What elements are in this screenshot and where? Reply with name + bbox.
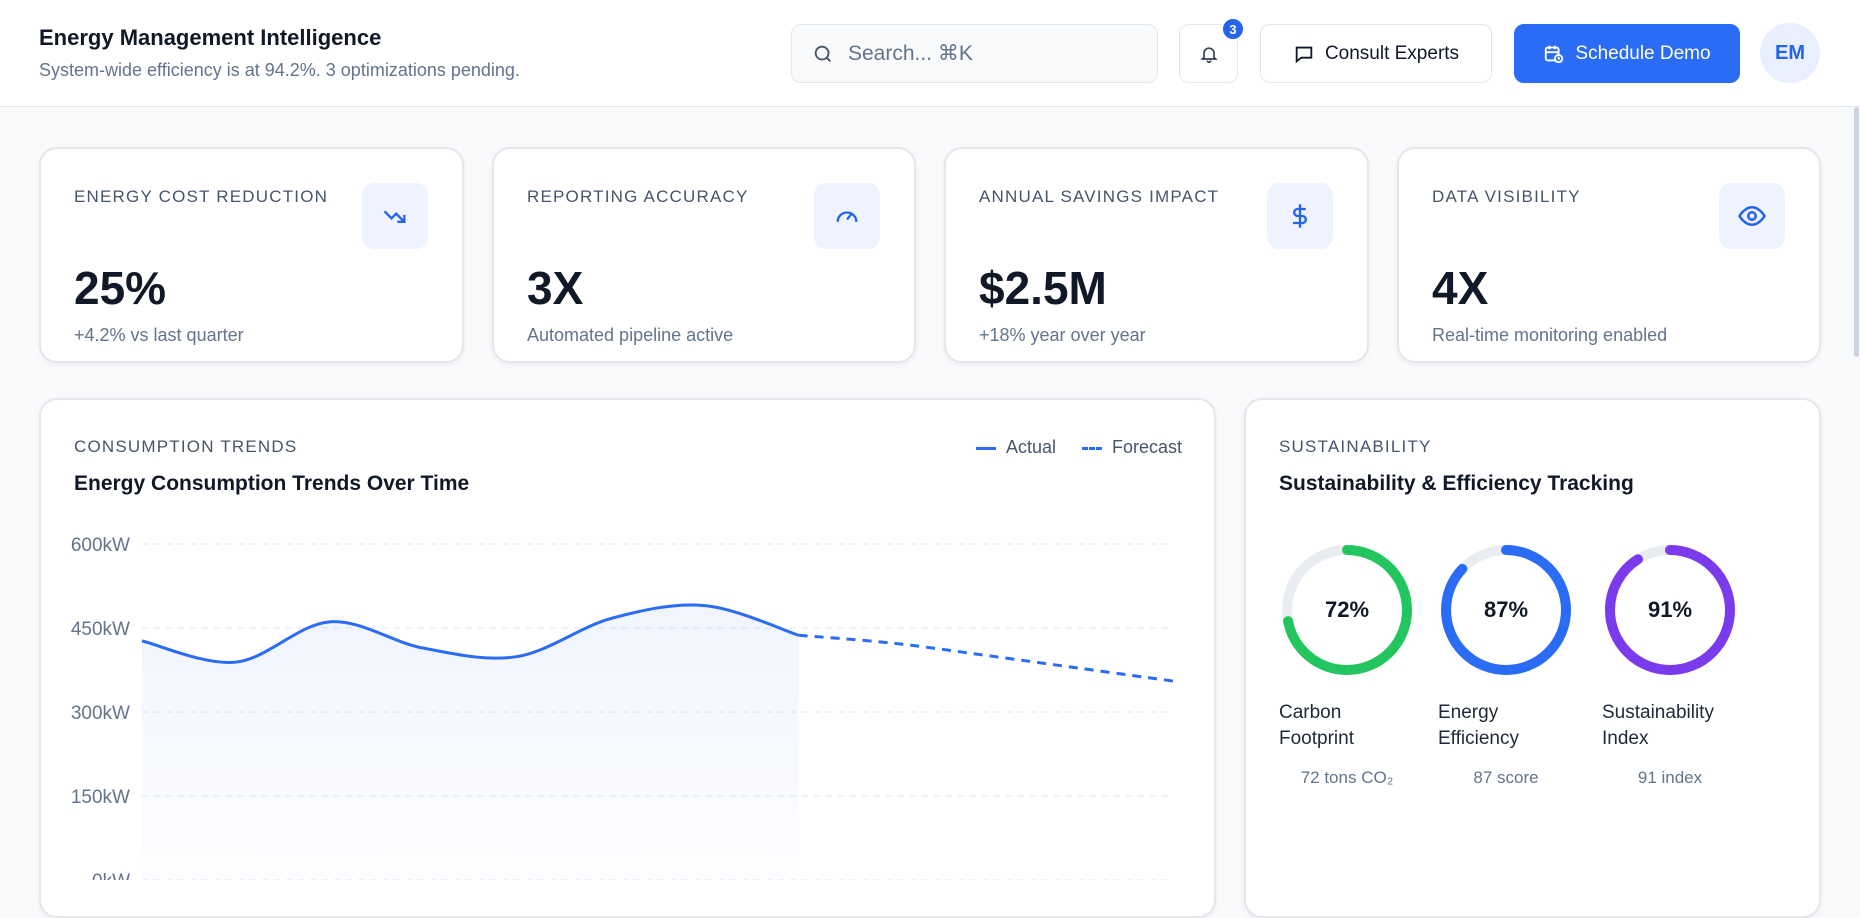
trending-down-icon [362,183,428,249]
schedule-demo-button[interactable]: Schedule Demo [1514,24,1740,83]
stat-sub: +4.2% vs last quarter [74,325,244,345]
gauge-ring [1605,545,1735,675]
gauge-name: Sustainability [1602,702,1714,723]
gauge-name: Carbon [1279,702,1342,723]
stat-card-reporting-accuracy: REPORTING ACCURACY 3X Automated pipeline… [492,147,916,363]
consumption-trends-card: CONSUMPTION TRENDS Energy Consumption Tr… [39,398,1216,918]
y-tick-label: 300kW [71,703,130,724]
consult-label: Consult Experts [1324,42,1460,64]
stat-label: ENERGY COST REDUCTION [74,187,329,206]
section-label: CONSUMPTION TRENDS [74,437,298,456]
search-placeholder: Search... ⌘K [848,42,973,65]
gauge-name: Efficiency [1438,728,1519,749]
consumption-chart: 600kW450kW300kW150kW0kW [71,535,1175,880]
gauge-name: Energy [1438,702,1499,723]
eye-icon [1719,183,1785,249]
stat-sub: +18% year over year [979,325,1146,345]
legend-forecast-label: Forecast [1111,437,1182,457]
demo-label: Schedule Demo [1575,42,1711,64]
gauge-ring [1282,545,1412,675]
gauge-name: Footprint [1279,728,1354,749]
gauge-fill [1282,545,1412,675]
actual-line [141,603,800,664]
stat-label: ANNUAL SAVINGS IMPACT [979,187,1220,206]
message-icon [1295,46,1313,63]
gauge-percent: 91% [1647,597,1693,622]
dollar-icon [1267,183,1333,249]
stat-card-annual-savings: ANNUAL SAVINGS IMPACT $2.5M +18% year ov… [944,147,1369,363]
search-icon [814,45,831,62]
top-header: Energy Management Intelligence System-wi… [0,0,1860,107]
gauge-value: 91 index [1637,768,1703,787]
y-tick-label: 600kW [71,535,130,556]
y-tick-label: 150kW [71,787,130,808]
gauge-value: 87 score [1473,768,1539,787]
consult-experts-button[interactable]: Consult Experts [1260,24,1492,83]
chart-title: Energy Consumption Trends Over Time [74,472,470,495]
gauge-carbon-footprint: 72% Carbon Footprint 72 tons CO₂ [1279,542,1429,788]
stat-sub: Automated pipeline active [527,325,734,345]
sustainability-card: SUSTAINABILITY Sustainability & Efficien… [1244,398,1821,918]
page-subtitle: System-wide efficiency is at 94.2%. 3 op… [39,60,520,80]
gauge-sustainability-index: 91% Sustainability Index 91 index [1602,542,1752,788]
notification-badge: 3 [1221,17,1245,41]
stat-value: 25% [74,262,167,314]
forecast-line [798,633,1175,683]
stat-label: DATA VISIBILITY [1432,187,1581,206]
calendar-clock-icon [1545,45,1564,63]
gauge-ring [1441,545,1571,675]
stat-card-cost-reduction: ENERGY COST REDUCTION 25% +4.2% vs last … [39,147,464,363]
gauge-energy-efficiency: 87% Energy Efficiency 87 score [1438,542,1588,788]
gauge-value: 72 tons CO₂ [1300,768,1394,787]
stat-value: 3X [527,262,584,314]
gauge-percent: 72% [1324,597,1370,622]
section-label: SUSTAINABILITY [1279,437,1432,456]
gauge-name: Index [1602,728,1649,749]
stat-value: 4X [1432,262,1489,314]
stat-sub: Real-time monitoring enabled [1432,325,1668,345]
scrollbar[interactable] [1854,107,1859,357]
chart-legend: Actual Forecast [975,437,1182,458]
gauge-fill [1605,545,1735,675]
gauge-icon [814,183,880,249]
y-tick-label: 450kW [71,619,130,640]
notifications-button[interactable]: 3 [1179,17,1245,83]
stat-card-data-visibility: DATA VISIBILITY 4X Real-time monitoring … [1397,147,1821,363]
stat-value: $2.5M [979,262,1107,314]
legend-actual[interactable]: Actual [975,437,1056,458]
gauge-fill [1441,545,1571,675]
search-input[interactable]: Search... ⌘K [791,24,1158,83]
stat-label: REPORTING ACCURACY [527,187,749,206]
avatar[interactable]: EM [1760,23,1820,83]
actual-area [142,604,799,880]
legend-actual-label: Actual [1005,437,1056,457]
bell-icon [1199,46,1218,63]
page-title: Energy Management Intelligence [39,25,382,50]
legend-forecast[interactable]: Forecast [1081,437,1182,458]
gauge-percent: 87% [1483,597,1529,622]
section-title: Sustainability & Efficiency Tracking [1279,472,1634,495]
